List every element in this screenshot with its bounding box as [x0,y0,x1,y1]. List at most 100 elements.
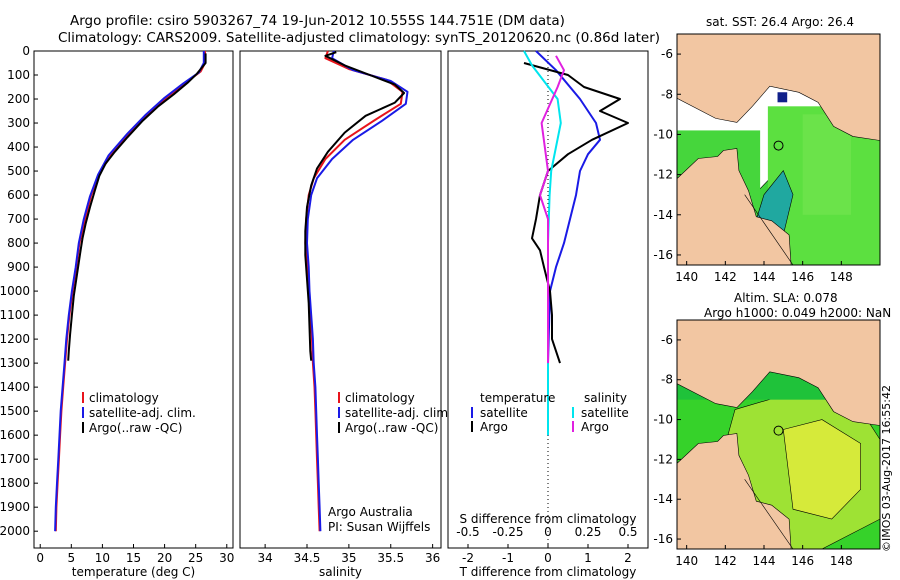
temperature-xlabel: temperature (deg C) [72,565,195,579]
depth-tick-label: 900 [7,260,30,274]
sst_map-y-tick-label: -16 [653,248,673,262]
depth-tick-label: 500 [7,164,30,178]
depth-tick-label: 100 [7,68,30,82]
depth-tick-label: 300 [7,116,30,130]
sst_map-y-tick-label: -14 [653,208,673,222]
land-cape-york [677,148,792,265]
reef-contour [744,479,794,549]
legend-temperature-title: temperature [480,391,555,405]
salinity-x-tick-label: 34.5 [294,551,321,565]
legend-label: climatology [345,391,415,405]
sla_map-y-tick-label: -12 [653,452,673,466]
depth-tick-label: 1200 [0,332,30,346]
depth-tick-label: 1000 [0,284,30,298]
sst_map-y-tick-label: -10 [653,127,673,141]
salinity-annotation-line1: Argo Australia [328,505,413,519]
differences-s-tick-label: -0.25 [492,525,523,539]
differences-series-s-argo [539,55,565,364]
salinity-series-argo-raw-qc- [304,51,406,361]
temperature-x-tick-label: 5 [67,551,75,565]
legend-label: Argo [480,420,508,434]
legend-label: satellite-adj. clim. [89,406,196,420]
sst_map-float-marker [773,140,784,151]
land-new-guinea [677,34,880,141]
legend-label: satellite [581,406,629,420]
temperature-x-tick-label: 20 [157,551,172,565]
salinity-frame [239,50,442,549]
differences-x-tick-label: -2 [462,551,474,565]
differences-x-tick-label: 2 [624,551,632,565]
differences-s-tick-label: 0.25 [575,525,602,539]
temperature-series-satellite-adj-clim- [54,51,205,532]
sst_map-y-tick-label: -12 [653,168,673,182]
sla_map-float-marker [773,425,784,436]
sst-cold-cell [777,92,788,103]
differences-s-tick-label: 0.5 [618,525,637,539]
sla_map-x-tick-label: 144 [753,554,776,568]
differences-xlabel-top: S difference from climatology [460,512,637,526]
salinity-x-tick-label: 36 [425,551,440,565]
temperature-x-tick-label: 10 [95,551,110,565]
depth-tick-label: 700 [7,212,30,226]
sst_map-frame [676,33,881,266]
legend-label: Argo(..raw -QC) [89,421,182,435]
figure-title-line2: Climatology: CARS2009. Satellite-adjuste… [58,30,661,46]
salinity-series-satellite-adj-clim- [306,50,409,532]
sla_map-frame [676,319,881,550]
sla_map-y-tick-label: -16 [653,532,673,546]
salinity-xlabel: salinity [319,565,362,579]
depth-tick-label: 800 [7,236,30,250]
figure-title-line1: Argo profile: csiro 5903267_74 19-Jun-20… [70,13,565,29]
differences-x-tick-label: -1 [502,551,514,565]
sla_map-x-tick-label: 146 [791,554,814,568]
differences-x-tick-label: 0 [544,551,552,565]
depth-tick-label: 1800 [0,476,30,490]
differences-s-tick-label: 0 [544,525,552,539]
legend-label: climatology [89,391,159,405]
imos-timestamp: ©IMOS 03-Aug-2017 16:55:42 [880,385,893,552]
depth-tick-label: 0 [22,44,30,58]
sst_map-y-tick-label: -6 [661,47,673,61]
depth-tick-label: 1500 [0,404,30,418]
sst_map-x-tick-label: 140 [675,270,698,284]
land-new-guinea [677,320,880,426]
sla_map-y-tick-label: -14 [653,492,673,506]
sla-field-high [782,419,862,520]
depth-tick-label: 1700 [0,452,30,466]
differences-x-tick-label: 1 [584,551,592,565]
sst_map-x-tick-label: 142 [714,270,737,284]
land-cape-york [677,433,792,549]
temperature-series-argo-raw-qc- [67,53,207,361]
sst_map-x-tick-label: 144 [753,270,776,284]
sst_map-y-tick-label: -8 [661,87,673,101]
sla_map-x-tick-label: 142 [714,554,737,568]
differences-series-t-satellite [535,50,601,436]
legend-label: satellite [480,406,528,420]
temperature-x-tick-label: 0 [36,551,44,565]
sla_map-x-tick-label: 148 [830,554,853,568]
sst_map-x-tick-label: 146 [791,270,814,284]
depth-tick-label: 1600 [0,428,30,442]
salinity-annotation-line2: PI: Susan Wijffels [328,520,430,534]
depth-tick-label: 400 [7,140,30,154]
depth-tick-label: 2000 [0,524,30,538]
sla-map-subtitle: Argo h1000: 0.049 h2000: NaN [704,306,891,320]
sst_map-plot [677,34,880,265]
sst-map-title: sat. SST: 26.4 Argo: 26.4 [706,15,854,29]
sla_map-y-tick-label: -10 [653,413,673,427]
legend-salinity-title: salinity [584,391,627,405]
salinity-x-tick-label: 35 [341,551,356,565]
temperature-frame [33,50,234,549]
sla_map-y-tick-label: -8 [661,373,673,387]
depth-tick-label: 1900 [0,500,30,514]
sla-map-title: Altim. SLA: 0.078 [734,291,838,305]
differences-xlabel: T difference from climatology [459,565,637,579]
legend-label: satellite-adj. clim. [345,406,452,420]
depth-tick-label: 1400 [0,380,30,394]
depth-tick-label: 600 [7,188,30,202]
temperature-x-tick-label: 25 [188,551,203,565]
legend-label: Argo(..raw -QC) [345,421,438,435]
sst_map-x-tick-label: 148 [830,270,853,284]
sla_map-plot [677,320,880,549]
